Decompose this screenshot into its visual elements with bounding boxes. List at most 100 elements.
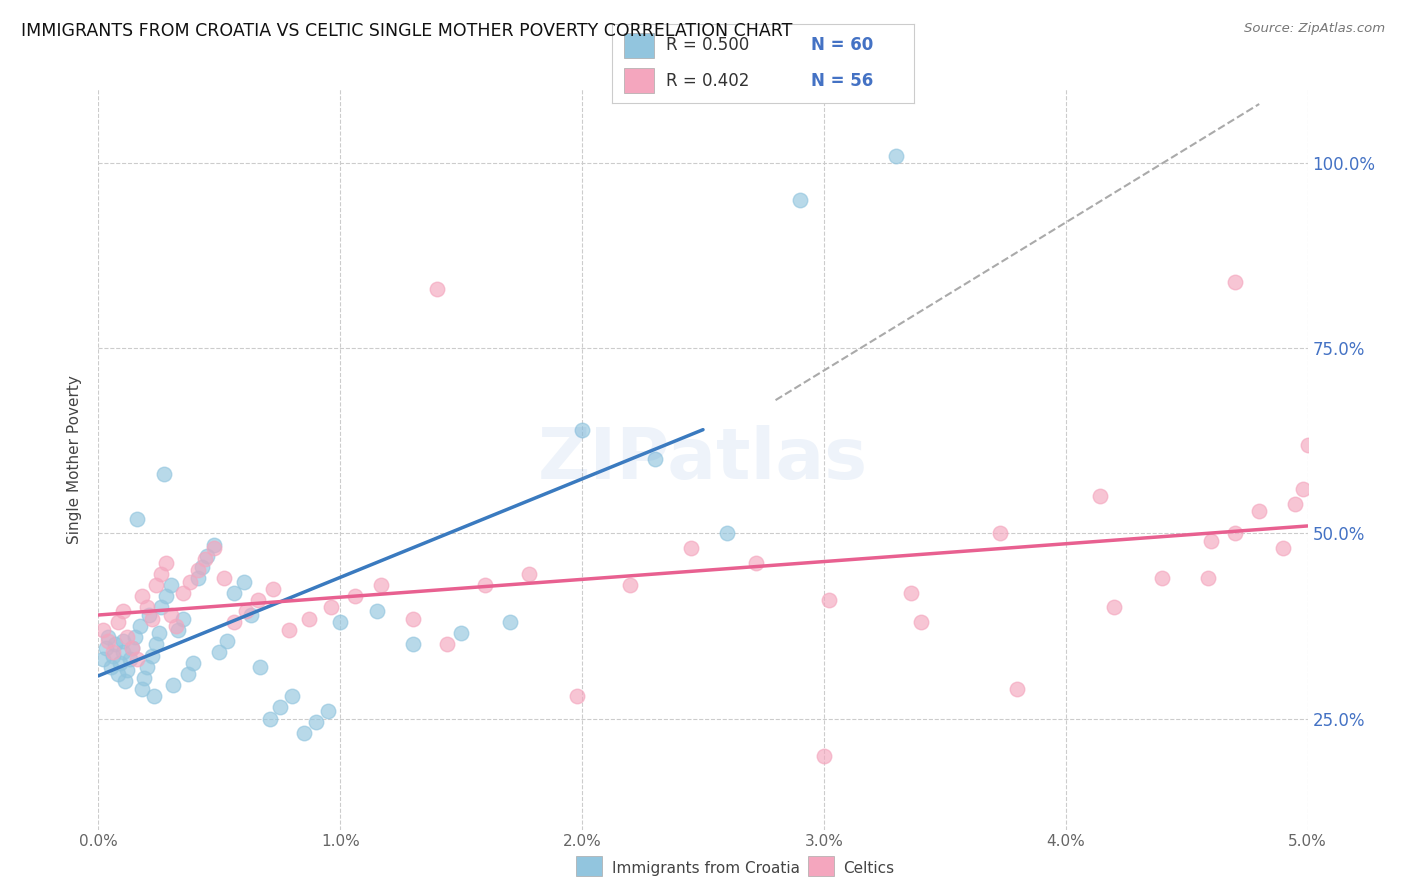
Text: Source: ZipAtlas.com: Source: ZipAtlas.com (1244, 22, 1385, 36)
Point (111, 645, 134, 659)
Point (990, 526, 1012, 541)
Point (298, 611, 321, 625)
Point (148, 626, 170, 640)
Text: ZIPatlas: ZIPatlas (538, 425, 868, 494)
Point (172, 585, 194, 599)
Point (498, 615, 520, 630)
Point (813, 748, 835, 763)
Point (517, 567, 540, 582)
Text: Immigrants from Croatia: Immigrants from Croatia (612, 862, 800, 876)
Point (259, 712, 281, 726)
Point (191, 559, 214, 574)
Point (900, 585, 922, 599)
Point (134, 671, 156, 685)
Text: N = 56: N = 56 (811, 71, 873, 89)
Point (150, 567, 173, 582)
Point (124, 630, 146, 644)
Point (571, 423, 593, 437)
Point (145, 578, 167, 592)
Point (269, 700, 291, 714)
Point (292, 726, 315, 740)
Point (212, 571, 235, 585)
Point (150, 600, 173, 615)
Point (155, 590, 177, 604)
Point (141, 648, 163, 663)
Point (145, 637, 167, 651)
Point (789, 193, 811, 207)
Point (319, 600, 342, 615)
Text: IMMIGRANTS FROM CROATIA VS CELTIC SINGLE MOTHER POVERTY CORRELATION CHART: IMMIGRANTS FROM CROATIA VS CELTIC SINGLE… (21, 22, 793, 40)
Point (128, 619, 150, 633)
Point (204, 541, 226, 556)
Point (262, 582, 284, 596)
Point (426, 282, 449, 296)
Point (117, 664, 139, 678)
Point (817, 593, 839, 607)
Point (402, 611, 425, 625)
Text: R = 0.402: R = 0.402 (666, 71, 749, 89)
Point (474, 578, 496, 592)
Point (247, 593, 270, 607)
Point (177, 667, 200, 681)
Point (281, 690, 304, 704)
Point (716, 526, 738, 541)
Point (108, 656, 131, 670)
Point (131, 590, 153, 604)
Point (97, 633, 120, 648)
Point (179, 574, 201, 589)
Point (143, 690, 166, 704)
Text: Celtics: Celtics (844, 862, 894, 876)
Point (1284, 497, 1306, 511)
Point (278, 623, 301, 637)
Point (195, 549, 218, 563)
Point (101, 648, 124, 663)
Point (619, 578, 641, 592)
Point (97, 630, 120, 644)
Point (208, 645, 231, 659)
Point (162, 678, 184, 692)
Point (152, 467, 174, 482)
Point (91, 652, 114, 666)
Point (167, 623, 190, 637)
Point (366, 604, 388, 618)
Point (1197, 571, 1219, 585)
Point (165, 619, 187, 633)
Point (567, 690, 589, 704)
Point (1152, 571, 1174, 585)
Point (107, 667, 129, 681)
Point (138, 607, 160, 622)
Point (187, 564, 209, 578)
Point (172, 611, 194, 625)
Point (235, 604, 257, 618)
Point (160, 607, 183, 622)
Point (1223, 526, 1246, 541)
Y-axis label: Single Mother Poverty: Single Mother Poverty (67, 375, 83, 544)
Point (316, 704, 339, 718)
Text: R = 0.500: R = 0.500 (666, 37, 749, 54)
Point (215, 633, 238, 648)
Point (1296, 437, 1319, 451)
Point (121, 641, 143, 656)
Point (222, 615, 245, 630)
Point (450, 626, 472, 640)
Point (135, 600, 157, 615)
Point (232, 574, 254, 589)
Point (1199, 533, 1222, 548)
Point (402, 637, 425, 651)
Point (329, 615, 352, 630)
Point (1223, 275, 1246, 289)
Point (239, 607, 262, 622)
Point (305, 715, 328, 730)
Point (679, 541, 702, 556)
Point (100, 659, 122, 673)
Point (644, 452, 666, 467)
Point (135, 659, 157, 673)
Point (1007, 681, 1029, 696)
Point (127, 652, 149, 666)
Point (118, 652, 141, 666)
Point (94, 641, 117, 656)
Point (1272, 541, 1295, 556)
Point (107, 615, 129, 630)
Point (436, 637, 458, 651)
Point (114, 674, 136, 689)
